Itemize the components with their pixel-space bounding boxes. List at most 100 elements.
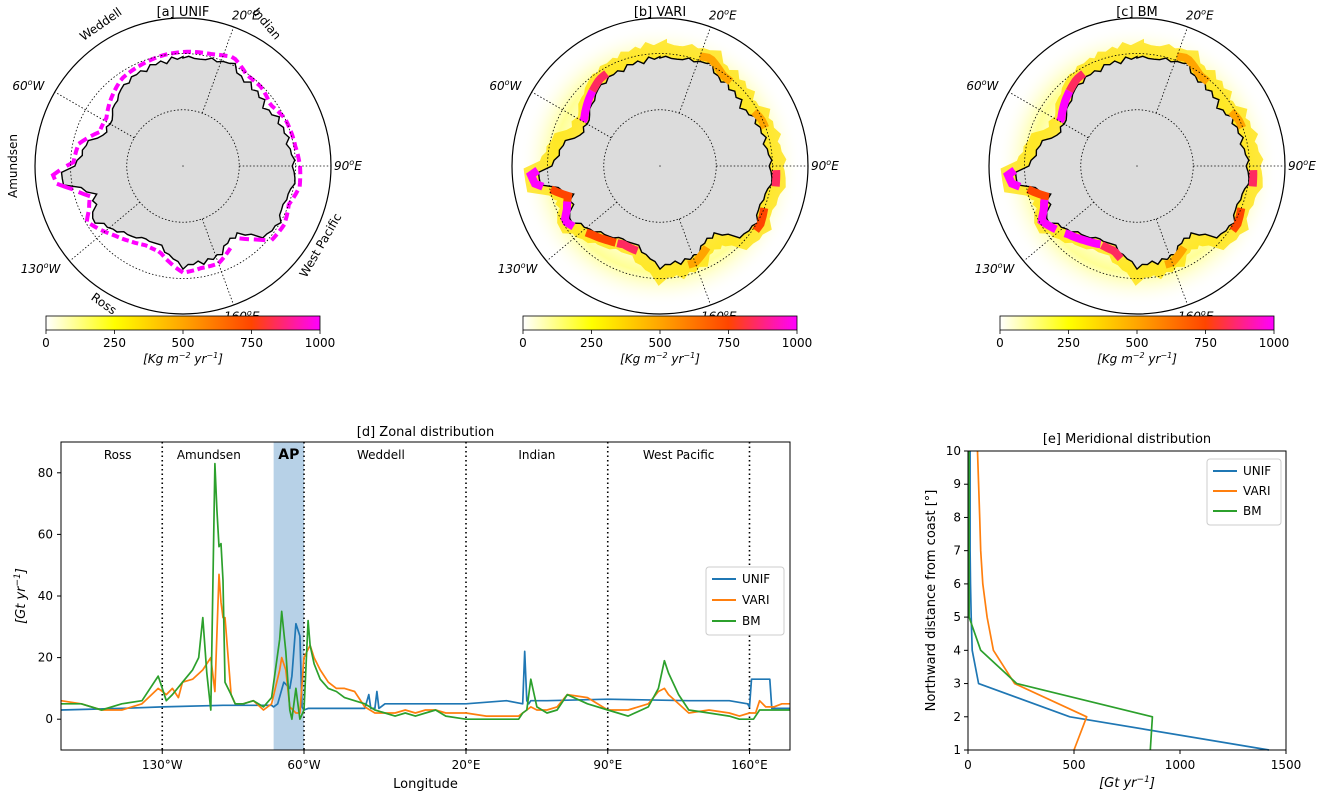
zonal-series-bm <box>61 462 790 721</box>
colorbar-unit: [Kg m−2 yr−1] <box>143 351 223 366</box>
degree-mark: o <box>982 78 987 87</box>
colorbar-tick-label: 250 <box>1057 336 1080 350</box>
flux-segment <box>174 266 185 275</box>
flux-segment <box>157 249 166 258</box>
sector-label: Ross <box>104 448 132 462</box>
x-tick-label: 60°W <box>287 758 320 772</box>
meridian-line <box>201 218 234 306</box>
flux-hotspot <box>752 207 769 233</box>
flux-hotspot <box>1037 199 1058 233</box>
direction-letter: W <box>526 262 539 276</box>
flux-segment <box>295 153 302 163</box>
y-tick-label: 10 <box>946 444 961 458</box>
map-panel-vari: [b] VARI20oE90oE160oE60oW130oW0250500750… <box>489 5 839 366</box>
flux-hotspot <box>771 170 781 187</box>
colorbar-tick-label: 0 <box>996 336 1004 350</box>
zonal-title: [d] Zonal distribution <box>357 425 494 440</box>
longitude-label-e20: 20oE <box>1186 8 1214 23</box>
legend-label: VARI <box>742 593 770 607</box>
flux-segment <box>283 212 290 222</box>
colorbar-tick-label: 750 <box>240 336 263 350</box>
meridian-line <box>201 26 234 114</box>
y-tick-label: 1 <box>953 743 961 757</box>
flux-segment <box>207 262 216 269</box>
flux-hotspot <box>560 201 576 231</box>
colorbar: 0 250 500 750 1000 [Kg m−2 yr−1] <box>519 315 812 366</box>
longitude-label-e90: 90oE <box>334 158 362 173</box>
flux-segment <box>119 73 128 82</box>
meridian-line <box>1008 91 1089 139</box>
meridian-line <box>1155 26 1188 114</box>
zonal-ylabel: [Gt yr−1] <box>13 568 29 624</box>
direction-letter: W <box>510 79 523 93</box>
sector-label: Indian <box>518 448 555 462</box>
colorbar-unit: [Kg m−2 yr−1] <box>1097 351 1177 366</box>
colorbar-tick-label: 250 <box>580 336 603 350</box>
flux-hotspot <box>616 239 639 255</box>
flux-segment <box>140 242 149 248</box>
colorbar-tick-label: 500 <box>1126 336 1149 350</box>
map-title: [c] BM <box>1116 5 1158 20</box>
map-boundary <box>511 17 809 315</box>
meridional-title: [e] Meridional distribution <box>1043 432 1211 447</box>
direction-letter: W <box>49 262 62 276</box>
direction-letter: E <box>1308 159 1316 173</box>
meridional-series-bm <box>968 451 1154 751</box>
y-tick-label: 4 <box>953 643 961 657</box>
meridian-line <box>54 91 135 139</box>
meridional-legend: UNIF VARI BM <box>1206 458 1282 526</box>
flux-segment <box>113 82 121 92</box>
y-tick-label: 3 <box>953 677 961 691</box>
meridian-line <box>531 91 612 139</box>
flux-segment <box>56 181 74 192</box>
flux-segment <box>77 136 88 146</box>
meridian-line <box>1023 201 1095 262</box>
degree-mark: o <box>1303 158 1308 167</box>
flux-segment <box>98 122 105 131</box>
colorbar-tick-label: 1000 <box>305 336 336 350</box>
meridian-line <box>546 201 618 262</box>
degree-mark: o <box>1201 308 1206 317</box>
legend-label: BM <box>1243 504 1262 518</box>
y-tick-label: 20 <box>38 651 53 665</box>
flux-hotspot <box>1248 170 1258 187</box>
flux-hotspot <box>751 108 769 130</box>
map-panel-unif: [a] UNIF20oE90oE160oE60oW130oWWeddellInd… <box>6 5 362 366</box>
longitude-label-e90: 90oE <box>1288 158 1316 173</box>
flux-hotspot <box>588 70 610 93</box>
flux-hotspot <box>1099 241 1124 262</box>
sector-label: Amundsen <box>177 448 241 462</box>
colorbar-tick-label: 500 <box>649 336 672 350</box>
degree-mark: o <box>826 158 831 167</box>
y-tick-label: 5 <box>953 610 961 624</box>
longitude-label-w60: 60oW <box>12 78 45 93</box>
longitude-label-w130: 130oW <box>975 261 1016 276</box>
y-tick-label: 80 <box>38 466 53 480</box>
flux-segment <box>111 232 120 240</box>
region-label: Amundsen <box>6 134 20 198</box>
flux-segment <box>103 114 109 122</box>
direction-letter: W <box>987 79 1000 93</box>
meridional-axes-frame <box>967 450 1287 751</box>
y-tick-label: 9 <box>953 477 961 491</box>
flux-segment <box>239 64 248 75</box>
flux-segment <box>277 223 286 233</box>
degree-mark: o <box>1201 8 1206 17</box>
flux-segment <box>217 256 226 265</box>
zonal-series-vari <box>60 573 790 717</box>
antarctica-land <box>537 55 773 271</box>
y-tick-label: 8 <box>953 510 961 524</box>
flux-hotspot <box>579 89 597 124</box>
flux-segment <box>297 178 303 187</box>
map-boundary <box>988 17 1286 315</box>
flux-segment <box>84 211 91 222</box>
meridian-line <box>69 201 141 262</box>
flux-segment <box>89 130 100 138</box>
flux-segment <box>288 130 296 140</box>
degree-mark: o <box>521 261 526 270</box>
flux-hotspot <box>687 245 711 269</box>
meridian-line <box>678 26 711 114</box>
legend-label: UNIF <box>1243 464 1271 478</box>
y-tick-label: 2 <box>953 710 961 724</box>
